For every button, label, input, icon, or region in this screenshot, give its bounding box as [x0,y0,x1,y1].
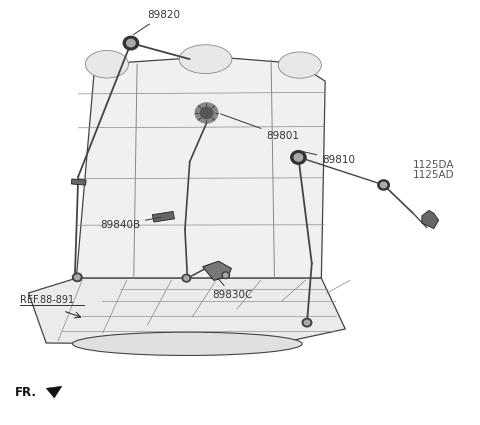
Text: 89830C: 89830C [212,278,252,300]
Circle shape [224,273,228,277]
Circle shape [200,108,213,119]
Circle shape [72,273,82,281]
Circle shape [378,180,389,190]
Circle shape [381,182,387,188]
Polygon shape [203,261,231,280]
Polygon shape [422,210,439,229]
Circle shape [123,36,139,50]
Circle shape [74,275,80,280]
Text: REF.88-891: REF.88-891 [20,295,74,305]
Text: 1125DA: 1125DA [413,160,455,170]
Polygon shape [28,278,345,345]
Ellipse shape [72,332,302,355]
Text: 89840B: 89840B [100,217,161,230]
Ellipse shape [85,51,129,78]
Text: 1125AD: 1125AD [413,170,455,180]
Circle shape [294,154,302,161]
Circle shape [302,318,312,327]
Circle shape [222,272,229,278]
Polygon shape [76,57,325,278]
Circle shape [304,320,310,325]
Text: FR.: FR. [15,386,37,399]
Ellipse shape [179,45,232,74]
Text: 89801: 89801 [221,114,300,141]
Circle shape [291,150,306,164]
Text: 89810: 89810 [301,151,355,164]
Text: 89820: 89820 [133,10,180,35]
Circle shape [195,103,218,123]
Circle shape [182,275,191,282]
Circle shape [184,276,189,280]
Polygon shape [152,212,175,222]
Polygon shape [72,179,86,185]
Circle shape [127,40,135,47]
Polygon shape [46,386,62,398]
Ellipse shape [278,52,322,78]
